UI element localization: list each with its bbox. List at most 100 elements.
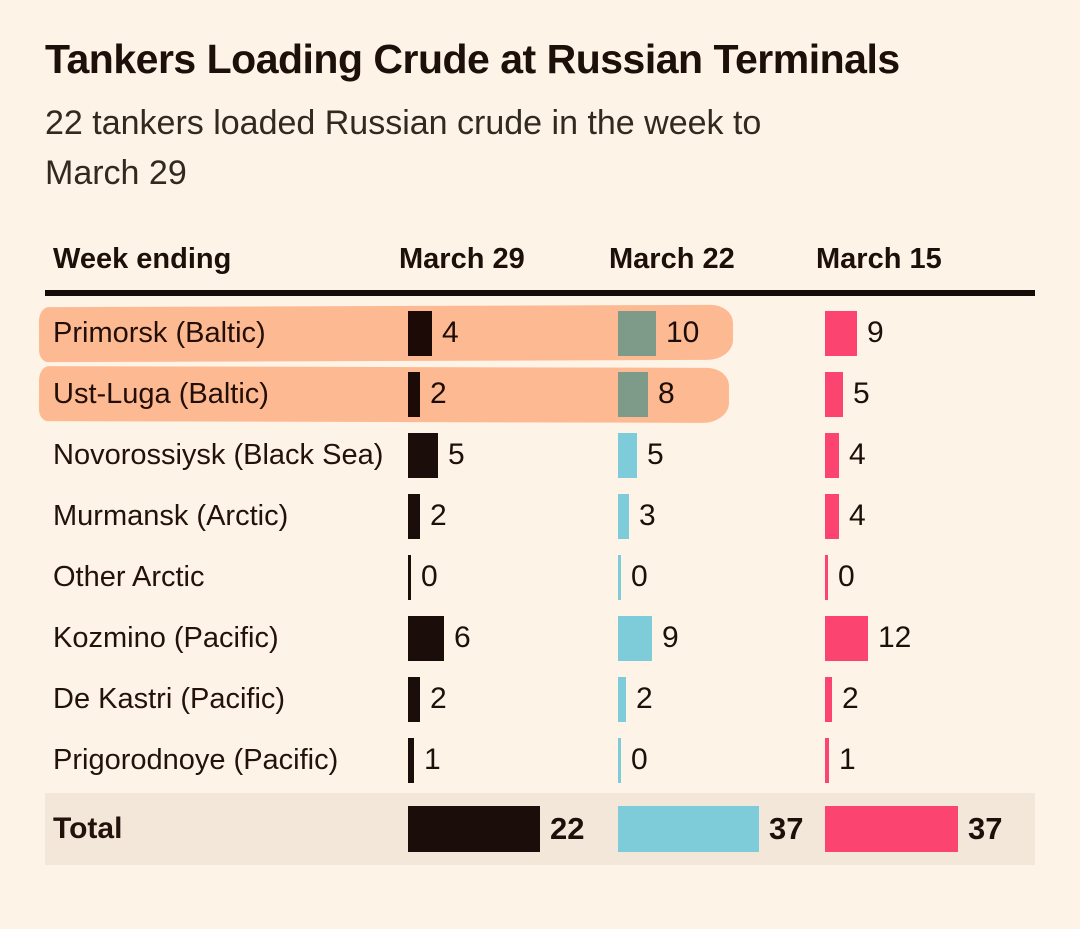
bar-cell-march15: 4 [825,432,1035,478]
bar-cell-march29: 1 [408,737,618,783]
bar-cell-march15: 4 [825,493,1035,539]
bar-march15 [825,371,843,417]
bar-value-march15: 5 [853,377,870,411]
bar-march22 [618,432,637,478]
bar-cell-march15: 2 [825,676,1035,722]
bar-march15 [825,615,868,661]
bar-march15 [825,737,829,783]
bar-cell-march22: 2 [618,676,825,722]
bar-value-march15: 9 [867,316,884,350]
chart-subtitle: 22 tankers loaded Russian crude in the w… [45,104,762,192]
bar-cell-march22: 0 [618,737,825,783]
bar-value-march15: 0 [838,560,855,594]
bar-cell-march15: 12 [825,615,1035,661]
row-label: Prigorodnoye (Pacific) [53,744,339,777]
table-header: Week ending March 29 March 22 March 15 [45,243,1035,290]
bar-march15 [825,493,839,539]
bar-march22 [618,371,648,417]
bar-value-march22: 37 [769,810,804,846]
bar-cell-march15: 0 [825,554,1035,600]
table-row: Other Arctic 0 0 0 [45,547,1035,608]
total-row: Total 22 37 37 [45,792,1035,865]
bar-march15 [825,432,839,478]
bar-march29 [408,676,420,722]
table-row: Murmansk (Arctic) 2 3 4 [45,486,1035,547]
bar-value-march29: 5 [448,438,465,472]
bar-march22 [618,310,656,356]
bar-march15 [825,676,832,722]
bar-cell-march15: 9 [825,310,1035,356]
column-header-march-15: March 15 [816,242,942,275]
table-body: Primorsk (Baltic) 4 10 9 Ust-Luga (Baltic)… [38,303,1035,791]
chart-card: Tankers Loading Crude at Russian Termina… [38,36,1035,865]
table-row: Prigorodnoye (Pacific) 1 0 1 [45,730,1035,791]
bar-cell-march29: 2 [408,676,618,722]
table-row: Primorsk (Baltic) 4 10 9 [38,303,1035,364]
bar-value-march29: 22 [550,810,585,846]
bar-march22 [618,554,621,600]
bar-march29 [408,493,420,539]
bar-value-march15: 4 [849,438,866,472]
bar-value-march29: 6 [454,621,471,655]
column-header-week-ending: Week ending [53,242,232,275]
row-label: Murmansk (Arctic) [53,500,289,533]
table-row: Ust-Luga (Baltic) 2 8 5 [38,364,1035,425]
bar-value-march15: 37 [968,810,1003,846]
bar-march22 [618,493,629,539]
bar-march22 [618,805,759,852]
bar-value-march22: 3 [639,499,656,533]
bar-cell-march29: 6 [408,615,618,661]
bar-march29 [408,805,540,852]
bar-value-march29: 4 [442,316,459,350]
bar-march29 [408,310,432,356]
bar-value-march22: 5 [647,438,664,472]
bar-march29 [408,737,414,783]
bar-value-march29: 2 [430,377,447,411]
header-rule [45,289,1035,296]
bar-value-march29: 0 [421,560,438,594]
total-label: Total [53,812,123,846]
bar-cell-march29: 0 [408,554,618,600]
table-row: De Kastri (Pacific) 2 2 2 [45,669,1035,730]
bar-cell-march15: 37 [825,805,1035,852]
bar-march29 [408,371,420,417]
bar-march22 [618,615,652,661]
bar-value-march15: 12 [878,621,912,655]
table-row: Novorossiysk (Black Sea) 5 5 4 [45,425,1035,486]
bar-value-march22: 8 [658,377,675,411]
row-label: Kozmino (Pacific) [53,622,279,655]
bar-march22 [618,676,626,722]
row-label: Primorsk (Baltic) [53,317,266,350]
chart-title: Tankers Loading Crude at Russian Termina… [45,36,900,82]
column-header-march-22: March 22 [609,242,735,275]
bar-value-march15: 1 [839,743,856,777]
bar-march29 [408,615,444,661]
bar-value-march29: 1 [424,743,441,777]
row-label: Other Arctic [53,561,205,594]
bar-cell-march22: 10 [618,310,825,356]
bar-march15 [825,310,857,356]
bar-value-march22: 0 [631,560,648,594]
bar-cell-march15: 1 [825,737,1035,783]
bar-value-march22: 9 [662,621,679,655]
bar-cell-march22: 5 [618,432,825,478]
bar-value-march22: 2 [636,682,653,716]
table-row: Kozmino (Pacific) 6 9 12 [45,608,1035,669]
bar-cell-march29: 22 [408,805,618,852]
bar-march29 [408,554,411,600]
bar-march29 [408,432,438,478]
bar-cell-march29: 4 [408,310,618,356]
bar-cell-march15: 5 [825,371,1035,417]
bar-march15 [825,805,958,852]
bar-value-march22: 10 [666,316,700,350]
row-label: Ust-Luga (Baltic) [53,378,269,411]
bar-value-march22: 0 [631,743,648,777]
bar-value-march15: 4 [849,499,866,533]
column-header-march-29: March 29 [399,242,525,275]
bar-cell-march29: 5 [408,432,618,478]
bar-cell-march22: 0 [618,554,825,600]
row-label: De Kastri (Pacific) [53,683,286,716]
bar-cell-march22: 8 [618,371,825,417]
bar-value-march29: 2 [430,682,447,716]
bar-cell-march29: 2 [408,493,618,539]
